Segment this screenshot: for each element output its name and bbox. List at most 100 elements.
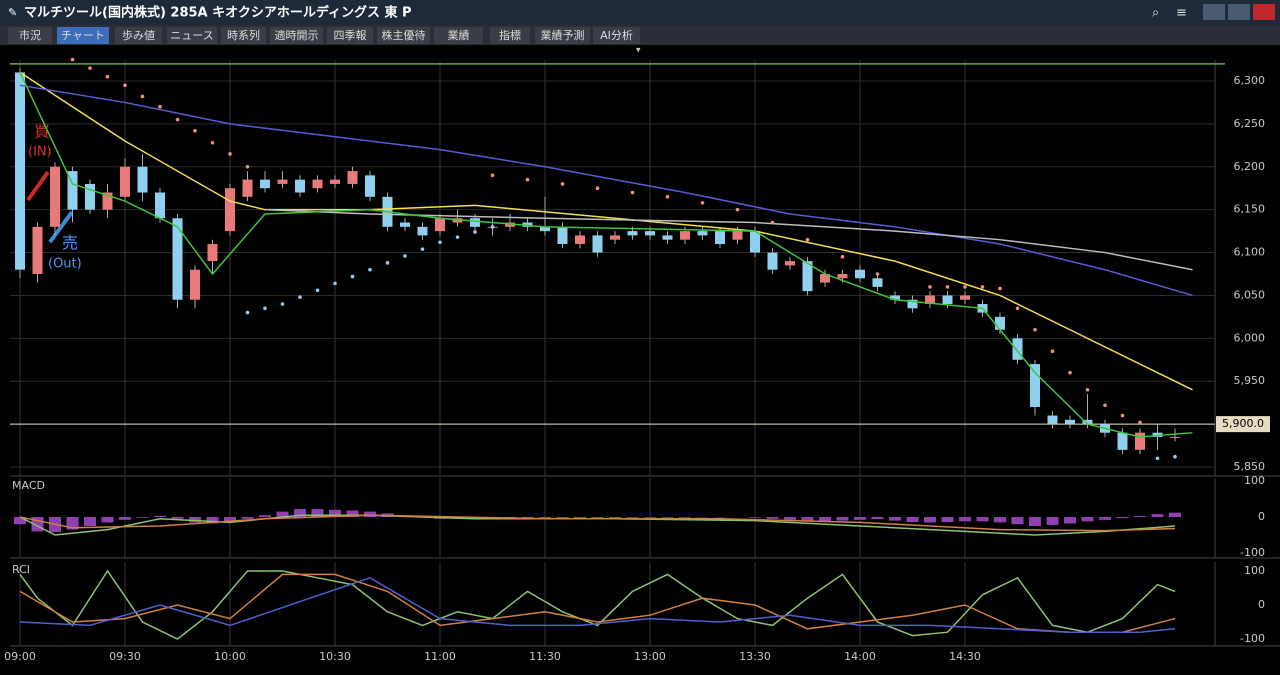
tab[interactable] [593, 27, 640, 44]
sar-dot [175, 117, 180, 122]
histogram-bar [276, 511, 289, 517]
histogram-bar [224, 517, 236, 522]
candle-body [837, 274, 848, 279]
tab-label[interactable]: AI分析 [600, 28, 633, 42]
histogram-bar [609, 517, 621, 519]
y-tick-label: 6,050 [1234, 288, 1266, 301]
candle-body [225, 188, 235, 232]
tab-label[interactable]: 歩み値 [122, 28, 155, 42]
candle-body [872, 278, 883, 287]
sar-dot [368, 267, 372, 272]
y-tick-label: 0 [1258, 510, 1265, 523]
sar-dot [473, 230, 477, 234]
tab[interactable] [221, 27, 266, 44]
sar-dot [280, 302, 285, 306]
tab-label[interactable]: 業績 [448, 28, 470, 42]
y-tick-label: -100 [1240, 546, 1265, 559]
histogram-bar [1011, 517, 1024, 525]
y-tick-label: 6,200 [1234, 160, 1266, 173]
tab[interactable] [8, 27, 52, 44]
sar-dot [770, 220, 775, 225]
histogram-bar [994, 517, 1006, 523]
candle-body [207, 243, 218, 262]
sar-dot [1085, 388, 1090, 392]
minimize-button[interactable] [1203, 4, 1225, 20]
x-tick-label: 10:30 [319, 650, 351, 663]
histogram-bar [889, 517, 901, 521]
candle-body [32, 226, 43, 274]
tab[interactable] [535, 27, 590, 44]
histogram-bar [346, 510, 359, 517]
sar-dot [403, 254, 407, 258]
sar-dot [315, 288, 320, 293]
tab[interactable] [434, 27, 483, 44]
tab[interactable] [490, 27, 530, 44]
tab[interactable] [57, 27, 109, 44]
histogram-bar [1169, 512, 1181, 517]
histogram-bar [679, 517, 691, 518]
histogram-bar [171, 517, 184, 519]
candle-body [15, 72, 25, 270]
y-tick-label: 0 [1258, 598, 1265, 611]
collapse-icon[interactable]: ▾ [636, 46, 641, 56]
tab[interactable] [115, 27, 162, 44]
y-tick-label: 100 [1244, 474, 1265, 487]
sar-dot [333, 281, 337, 286]
candle-body [960, 295, 970, 300]
candle-body [925, 295, 935, 305]
sar-dot [1050, 349, 1055, 354]
tab-label[interactable]: 時系列 [227, 28, 260, 42]
histogram-bar [329, 509, 341, 517]
tab[interactable] [167, 27, 217, 44]
tab-label[interactable]: 市況 [19, 28, 41, 42]
tab-label[interactable]: 指標 [499, 28, 521, 42]
candle-body [470, 218, 480, 227]
tab-label[interactable]: ニュース [170, 29, 213, 42]
histogram-bar [294, 509, 306, 517]
tab[interactable] [270, 27, 323, 44]
sar-dot [263, 306, 267, 311]
tab[interactable] [327, 27, 373, 44]
tab[interactable] [377, 27, 430, 44]
tab-label[interactable]: 株主優待 [382, 28, 426, 42]
candle-body [890, 295, 900, 300]
sar-dot [193, 128, 197, 133]
panel-title: MACD [12, 479, 45, 492]
sar-dot [1068, 370, 1072, 375]
candle-body [610, 235, 620, 240]
histogram-bar [1029, 517, 1041, 526]
candle-body [102, 192, 113, 210]
histogram-bar [189, 517, 201, 523]
panel-title: RCI [12, 563, 30, 576]
sar-dot [1155, 456, 1160, 461]
sar-dot [630, 190, 635, 195]
x-tick-label: 14:00 [844, 650, 876, 663]
sar-dot [998, 286, 1002, 291]
x-tick-label: 13:00 [634, 650, 666, 663]
menu-icon[interactable]: ≡ [1176, 6, 1187, 21]
candle-body [312, 179, 323, 189]
sar-dot [980, 285, 985, 289]
tab-label[interactable]: 業績予測 [541, 28, 585, 42]
search-icon[interactable]: ⌕ [1152, 6, 1159, 21]
y-tick-label: -100 [1240, 632, 1265, 645]
x-tick-label: 10:00 [214, 650, 246, 663]
series-line [19, 72, 1193, 438]
maximize-button[interactable] [1228, 4, 1250, 20]
close-button[interactable] [1253, 4, 1275, 20]
candle-body [680, 231, 690, 240]
sar-dot [1015, 306, 1020, 311]
x-tick-label: 14:30 [949, 650, 981, 663]
candle-body [855, 269, 865, 279]
tab-label[interactable]: 適時開示 [275, 28, 319, 42]
sar-dot [1033, 327, 1037, 332]
sar-dot [490, 225, 495, 229]
x-tick-label: 09:00 [4, 650, 36, 663]
sell-arrow [48, 210, 74, 244]
histogram-bar [941, 517, 954, 523]
series-line [19, 576, 1176, 633]
histogram-bar [1116, 517, 1129, 519]
tab-label[interactable]: チャート [61, 29, 105, 42]
tab-label[interactable]: 四季報 [334, 29, 367, 42]
histogram-bar [924, 517, 936, 523]
